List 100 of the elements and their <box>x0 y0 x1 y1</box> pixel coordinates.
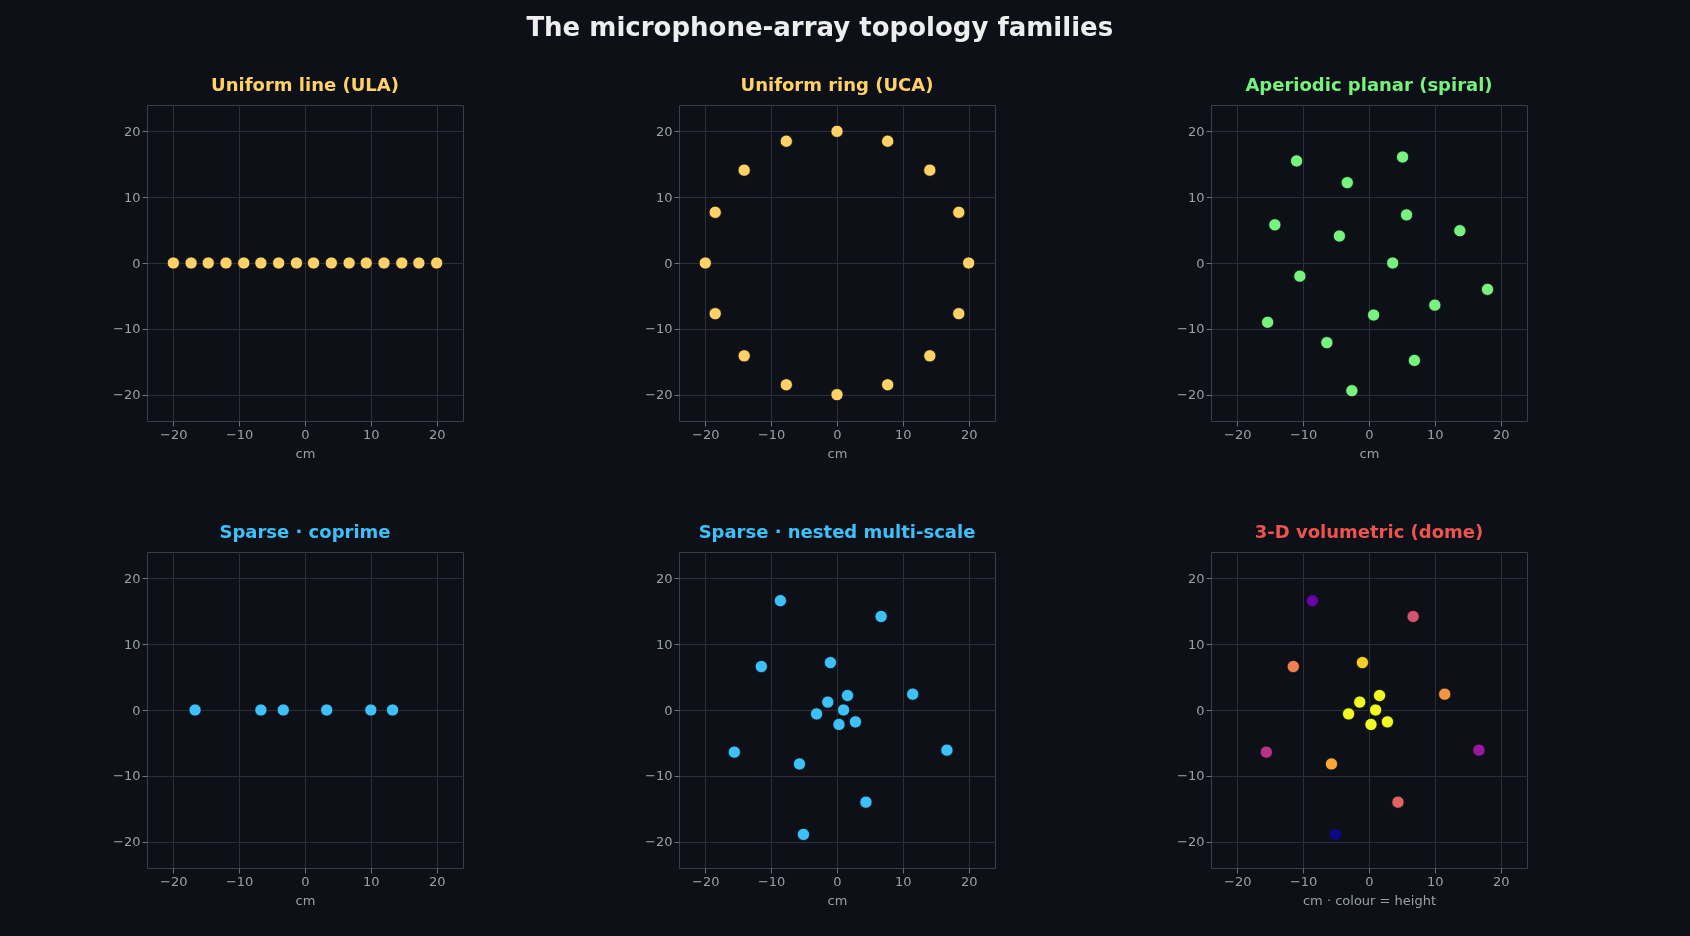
point <box>1345 384 1359 398</box>
y-tick-label: −10 <box>1177 768 1205 784</box>
x-tick-label: −10 <box>1289 873 1318 889</box>
point <box>1320 336 1334 350</box>
point <box>792 757 806 771</box>
point <box>859 795 873 809</box>
x-tick-label: 0 <box>301 426 310 442</box>
y-tick-label: −10 <box>645 768 673 784</box>
x-tick-label: −20 <box>692 873 720 889</box>
point <box>940 743 954 757</box>
text: The microphone-array topology families <box>526 11 1114 42</box>
point <box>837 703 851 717</box>
point <box>821 695 835 709</box>
point <box>923 163 937 177</box>
y-tick-label: −20 <box>645 387 673 403</box>
point <box>1286 660 1300 674</box>
point <box>810 707 824 721</box>
point <box>1407 353 1421 367</box>
y-tick-label: 20 <box>655 123 673 139</box>
point <box>1353 695 1367 709</box>
x-tick-label: 0 <box>833 873 842 889</box>
y-tick-label: 10 <box>655 636 673 652</box>
y-tick-label: −20 <box>1177 387 1205 403</box>
point <box>1332 229 1346 243</box>
point <box>737 349 751 363</box>
x-axis-title: cm <box>827 892 848 908</box>
y-tick-label: 20 <box>655 570 673 586</box>
point <box>1453 224 1467 238</box>
x-tick-label: 20 <box>1492 426 1510 442</box>
x-tick-label: 0 <box>1365 426 1374 442</box>
point <box>848 715 862 729</box>
x-axis-title: cm · colour = height <box>1302 892 1437 908</box>
x-tick-label: 0 <box>833 426 842 442</box>
x-tick-label: 20 <box>1492 873 1510 889</box>
y-tick-label: 10 <box>1187 636 1205 652</box>
x-tick-label: −10 <box>225 426 254 442</box>
point <box>1290 154 1304 168</box>
point <box>1259 745 1273 759</box>
y-tick-label: 0 <box>132 255 141 271</box>
x-tick-label: 10 <box>363 873 380 889</box>
y-tick-label: 0 <box>1196 702 1205 718</box>
chart-title: Sparse · coprime <box>219 521 391 542</box>
y-tick-label: 0 <box>132 702 141 718</box>
point <box>1268 218 1282 232</box>
x-tick-label: 0 <box>301 873 310 889</box>
x-tick-label: 10 <box>1427 873 1444 889</box>
point <box>708 205 722 219</box>
x-tick-label: 0 <box>1365 873 1374 889</box>
x-tick-label: −10 <box>1289 426 1318 442</box>
point <box>1261 315 1275 329</box>
x-tick-label: 20 <box>960 426 978 442</box>
x-tick-label: 20 <box>960 873 978 889</box>
y-tick-label: 20 <box>1187 570 1205 586</box>
x-tick-label: −10 <box>757 426 786 442</box>
point <box>779 378 793 392</box>
y-tick-label: 0 <box>1196 255 1205 271</box>
point <box>830 124 844 138</box>
y-tick-label: −20 <box>113 387 141 403</box>
point <box>1480 282 1495 296</box>
y-tick-label: 20 <box>1187 123 1205 139</box>
y-tick-label: −20 <box>645 834 673 850</box>
chart-title: Uniform ring (UCA) <box>740 74 934 95</box>
point <box>881 378 895 392</box>
point <box>1396 150 1410 164</box>
point <box>823 656 837 670</box>
point <box>754 660 768 674</box>
point <box>1373 689 1387 703</box>
y-tick-label: −10 <box>1177 321 1205 337</box>
point <box>1355 656 1369 670</box>
y-tick-label: −10 <box>113 321 141 337</box>
point <box>708 307 722 321</box>
x-tick-label: −10 <box>757 873 786 889</box>
chart-title: 3-D volumetric (dome) <box>1254 521 1484 542</box>
y-tick-label: 0 <box>664 255 673 271</box>
point <box>1391 795 1405 809</box>
chart-title: Uniform line (ULA) <box>211 74 399 95</box>
x-tick-label: 10 <box>1427 426 1444 442</box>
chart-title: Sparse · nested multi-scale <box>698 521 976 542</box>
point <box>1324 757 1338 771</box>
point <box>1364 717 1378 731</box>
x-axis-title: cm <box>827 445 848 461</box>
point <box>952 205 966 219</box>
x-tick-label: −20 <box>692 426 720 442</box>
point <box>1342 707 1356 721</box>
point <box>1438 687 1452 701</box>
point <box>923 349 937 363</box>
x-tick-label: 20 <box>428 426 446 442</box>
point <box>841 689 855 703</box>
x-tick-label: −20 <box>1224 873 1252 889</box>
y-tick-label: 10 <box>1187 189 1205 205</box>
y-tick-label: 10 <box>123 189 141 205</box>
x-axis-title: cm <box>295 445 316 461</box>
point <box>874 610 888 624</box>
point <box>1400 208 1414 222</box>
point <box>779 134 793 148</box>
y-tick-label: 0 <box>664 702 673 718</box>
point <box>737 163 751 177</box>
point <box>952 307 966 321</box>
point <box>1369 703 1383 717</box>
point <box>962 256 976 270</box>
